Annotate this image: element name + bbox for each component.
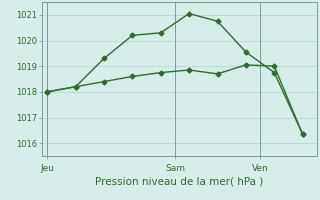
X-axis label: Pression niveau de la mer( hPa ): Pression niveau de la mer( hPa ) xyxy=(95,177,263,187)
